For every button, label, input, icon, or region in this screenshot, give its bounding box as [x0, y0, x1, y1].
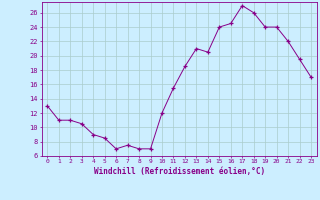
X-axis label: Windchill (Refroidissement éolien,°C): Windchill (Refroidissement éolien,°C) [94, 167, 265, 176]
